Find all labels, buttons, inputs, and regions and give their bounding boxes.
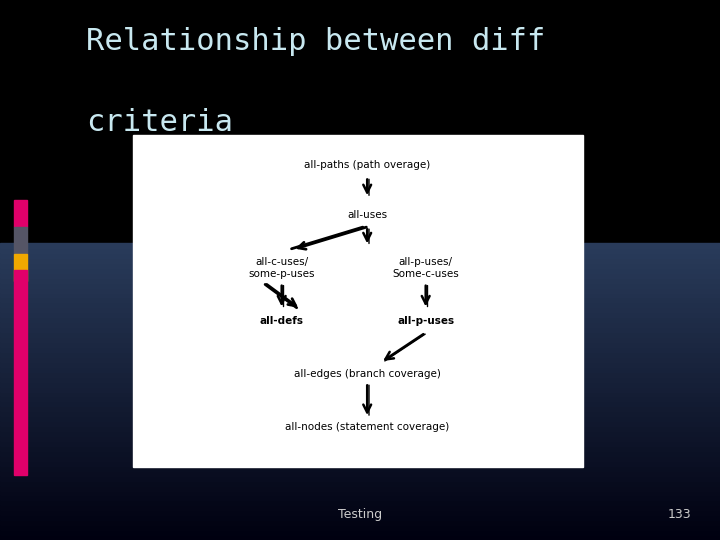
Bar <box>0 352 720 357</box>
Bar <box>0 525 720 530</box>
Bar <box>0 431 720 436</box>
Text: all-nodes (statement coverage): all-nodes (statement coverage) <box>285 422 449 432</box>
Bar <box>0 501 720 505</box>
Bar <box>0 416 720 421</box>
Bar <box>0 337 720 342</box>
Bar <box>0 441 720 446</box>
Text: criteria: criteria <box>86 108 233 137</box>
Bar <box>14 270 27 475</box>
Text: all-p-uses/
Some-c-uses: all-p-uses/ Some-c-uses <box>392 257 459 279</box>
Bar <box>0 496 720 501</box>
Text: all-p-uses: all-p-uses <box>397 316 454 326</box>
Bar <box>0 367 720 372</box>
Bar <box>0 392 720 396</box>
Bar <box>0 377 720 382</box>
Bar <box>0 421 720 426</box>
Bar <box>0 406 720 411</box>
Bar <box>0 312 720 317</box>
Bar <box>0 530 720 535</box>
Bar <box>0 505 720 510</box>
Bar <box>0 461 720 465</box>
Bar <box>0 357 720 362</box>
Bar <box>0 535 720 540</box>
Text: all-uses: all-uses <box>347 210 387 220</box>
Bar <box>0 362 720 367</box>
Bar <box>0 278 720 282</box>
Bar <box>0 293 720 298</box>
Bar <box>0 307 720 312</box>
Bar <box>0 510 720 515</box>
Bar <box>0 436 720 441</box>
Bar <box>0 263 720 268</box>
Bar <box>0 298 720 302</box>
Bar <box>0 347 720 352</box>
Bar <box>0 268 720 273</box>
Bar <box>14 227 27 254</box>
Text: Relationship between diff: Relationship between diff <box>86 27 546 56</box>
Text: all-paths (path overage): all-paths (path overage) <box>304 160 431 170</box>
Text: all-defs: all-defs <box>260 316 304 326</box>
Bar <box>0 387 720 392</box>
Bar <box>0 282 720 287</box>
Bar <box>0 481 720 485</box>
Bar <box>0 426 720 431</box>
Bar <box>0 520 720 525</box>
Bar <box>0 317 720 322</box>
Bar <box>0 287 720 293</box>
Bar <box>0 476 720 481</box>
Text: 133: 133 <box>667 508 691 521</box>
Bar <box>0 515 720 520</box>
Bar <box>0 248 720 253</box>
Text: Testing: Testing <box>338 508 382 521</box>
Bar <box>14 200 27 227</box>
Bar <box>0 485 720 490</box>
Bar <box>0 243 720 248</box>
Bar <box>0 451 720 456</box>
Text: all-edges (branch coverage): all-edges (branch coverage) <box>294 369 441 379</box>
Bar <box>0 327 720 332</box>
Bar <box>14 254 27 281</box>
Bar <box>133 135 583 467</box>
Bar <box>0 332 720 337</box>
Bar <box>0 322 720 327</box>
Bar <box>0 382 720 387</box>
Bar <box>0 456 720 461</box>
Bar <box>0 411 720 416</box>
Bar <box>0 396 720 401</box>
Bar <box>0 342 720 347</box>
Bar <box>0 446 720 451</box>
Bar <box>0 471 720 476</box>
Text: all-c-uses/
some-p-uses: all-c-uses/ some-p-uses <box>248 257 315 279</box>
Bar <box>0 490 720 496</box>
Bar <box>0 372 720 377</box>
Bar <box>0 273 720 278</box>
Bar <box>0 465 720 471</box>
Bar <box>0 302 720 307</box>
Bar <box>0 258 720 263</box>
Bar <box>0 401 720 406</box>
Bar <box>0 253 720 258</box>
